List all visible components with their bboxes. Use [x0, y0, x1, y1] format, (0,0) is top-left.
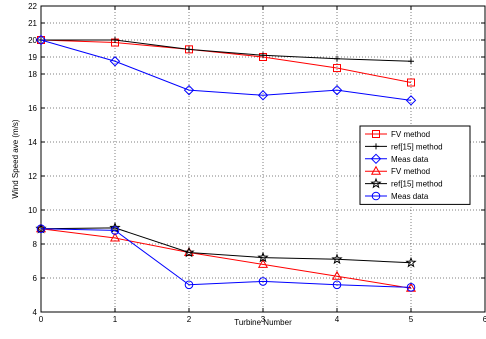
- data-point: [258, 277, 268, 286]
- series-line: [40, 227, 412, 264]
- series-line: [40, 39, 412, 83]
- data-point: [260, 52, 266, 59]
- y-tick-label: 6: [33, 274, 38, 283]
- legend-entry: Meas data: [365, 153, 429, 165]
- series-line: [41, 39, 412, 62]
- series-2: [35, 34, 417, 106]
- legend-entry: Meas data: [365, 191, 429, 201]
- legend-entry: ref[15] method: [365, 142, 443, 151]
- y-tick-label: 12: [28, 172, 37, 181]
- x-tick-label: 4: [335, 315, 340, 324]
- x-axis-ticks: 0 1 2 3 4 5 6: [39, 6, 486, 324]
- legend-swatch-marker: [370, 153, 382, 165]
- series-line: [40, 228, 412, 288]
- y-tick-label: 19: [28, 53, 37, 62]
- legend-label: Meas data: [391, 192, 429, 201]
- legend-box: [359, 125, 471, 205]
- data-point: [333, 64, 341, 73]
- data-point: [35, 34, 47, 46]
- y-axis-ticks: 4 6 8 10 12 14 16 18 19 20 21 22: [28, 2, 485, 317]
- y-axis-label: Wind Speed ave (m/s): [11, 119, 20, 198]
- legend-entry: ref[15] method: [365, 177, 443, 189]
- legend-entry: FV method: [365, 165, 430, 176]
- data-point: [405, 95, 417, 106]
- data-point: [183, 246, 195, 258]
- data-point: [334, 55, 340, 62]
- y-tick-label: 16: [28, 104, 37, 113]
- data-point: [109, 56, 121, 67]
- legend-swatch-marker: [372, 130, 380, 138]
- data-point: [257, 258, 269, 268]
- legend-swatch-marker: [370, 165, 382, 175]
- data-point: [184, 280, 194, 290]
- data-point: [36, 224, 46, 233]
- data-point: [332, 280, 342, 290]
- data-point: [112, 37, 118, 43]
- data-point: [257, 90, 269, 101]
- x-tick-label: 2: [187, 315, 192, 324]
- y-tick-label: 21: [28, 19, 37, 28]
- data-point: [109, 232, 121, 242]
- data-point: [331, 84, 343, 96]
- data-point: [331, 253, 343, 265]
- data-point: [183, 84, 195, 96]
- y-tick-label: 4: [33, 308, 38, 317]
- legend-label: FV method: [391, 130, 430, 139]
- data-point: [331, 270, 343, 280]
- series-1: [38, 37, 414, 65]
- data-point: [407, 78, 415, 87]
- x-tick-label: 6: [483, 315, 486, 324]
- series-layer: [35, 34, 417, 292]
- data-point: [35, 223, 47, 233]
- series-line: [40, 228, 412, 289]
- series-0: [37, 36, 415, 87]
- legend-entry: FV method: [365, 130, 430, 139]
- legend-swatch-marker: [371, 191, 381, 201]
- x-axis-label: Turbine Number: [234, 318, 292, 327]
- legend: FV method ref[15] method Meas data FV metho…: [359, 125, 471, 205]
- data-point: [408, 58, 414, 65]
- x-tick-label: 5: [409, 315, 414, 324]
- y-tick-label: 14: [28, 138, 37, 147]
- data-point: [405, 256, 417, 268]
- data-point: [406, 283, 416, 292]
- data-point: [257, 251, 269, 263]
- series-line: [40, 39, 412, 101]
- y-tick-label: 8: [33, 240, 38, 249]
- legend-label: FV method: [391, 167, 430, 176]
- series-3: [35, 223, 417, 292]
- x-tick-label: 3: [261, 315, 266, 324]
- data-point: [110, 226, 120, 235]
- y-tick-label: 20: [28, 36, 37, 45]
- y-tick-label: 10: [28, 206, 37, 215]
- data-point: [109, 221, 121, 233]
- x-tick-label: 0: [39, 315, 44, 324]
- series-4: [35, 221, 417, 268]
- legend-label: ref[15] method: [391, 180, 443, 189]
- y-tick-label: 18: [28, 70, 37, 79]
- legend-swatch-marker: [373, 143, 379, 150]
- legend-swatch-marker: [370, 177, 382, 189]
- y-tick-label: 22: [28, 2, 37, 11]
- series-5: [36, 224, 416, 292]
- x-tick-label: 1: [113, 315, 118, 324]
- data-point: [186, 46, 192, 53]
- legend-label: ref[15] method: [391, 142, 443, 151]
- legend-label: Meas data: [391, 155, 429, 164]
